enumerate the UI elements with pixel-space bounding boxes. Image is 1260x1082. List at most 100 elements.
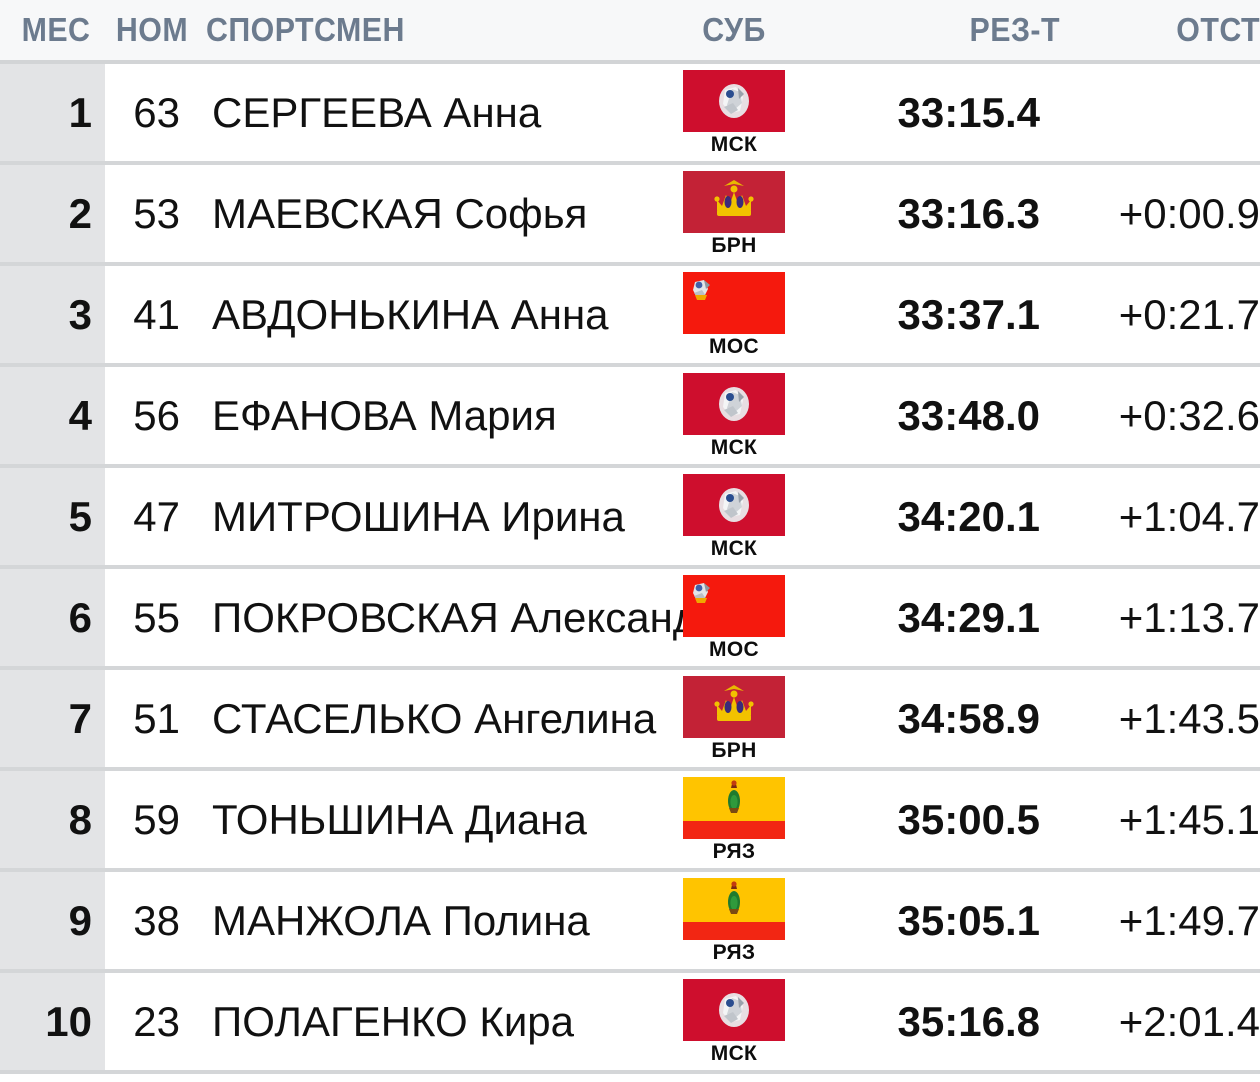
cell-region[interactable]: МСК: [683, 373, 785, 468]
cell-time-gap: +1:13.7: [1118, 594, 1260, 641]
cell-result-time: 33:37.1: [897, 291, 1040, 338]
cell-region[interactable]: РЯЗ: [683, 878, 785, 973]
table-row[interactable]: 7 51 СТАСЕЛЬКО Ангелина БРН 34:58.9 +1:43.5: [0, 670, 1260, 771]
cell-position: 2: [68, 190, 92, 237]
flag-moscow-oblast-icon: [683, 979, 785, 1041]
region-abbreviation: МОС: [709, 638, 759, 661]
cell-region[interactable]: РЯЗ: [683, 777, 785, 872]
cell-region[interactable]: БРН: [683, 676, 785, 771]
cell-result-time: 35:16.8: [897, 998, 1040, 1045]
cell-time-gap: +2:01.4: [1118, 998, 1260, 1045]
region-abbreviation: МСК: [710, 133, 758, 156]
cell-position: 8: [68, 796, 92, 843]
cell-bib-number: 59: [133, 796, 180, 843]
column-header-gap[interactable]: ОТСТ: [1176, 11, 1260, 48]
region-abbreviation: МСК: [710, 1042, 758, 1065]
cell-bib-number: 55: [133, 594, 180, 641]
cell-bib-number: 53: [133, 190, 180, 237]
cell-athlete-name[interactable]: СЕРГЕЕВА Анна: [212, 89, 542, 136]
table-row[interactable]: 1 63 СЕРГЕЕВА Анна МСК 33:15.4: [0, 64, 1260, 165]
flag-moscow-city-icon: [683, 575, 785, 637]
cell-position: 10: [45, 998, 92, 1045]
cell-region[interactable]: БРН: [683, 171, 785, 266]
flag-ryazan-icon: [683, 878, 785, 940]
cell-bib-number: 23: [133, 998, 180, 1045]
region-abbreviation: БРН: [711, 234, 757, 257]
region-abbreviation: МСК: [710, 436, 758, 459]
position-column-background: [0, 973, 105, 1070]
table-row[interactable]: 8 59 ТОНЬШИНА Диана РЯЗ 35:00.5 +1:45.1: [0, 771, 1260, 872]
cell-bib-number: 56: [133, 392, 180, 439]
position-column-background: [0, 468, 105, 565]
flag-moscow-oblast-icon: [683, 373, 785, 435]
region-abbreviation: БРН: [711, 739, 757, 762]
cell-athlete-name[interactable]: АВДОНЬКИНА Анна: [212, 291, 609, 338]
cell-position: 6: [68, 594, 92, 641]
cell-position: 9: [68, 897, 92, 944]
cell-time-gap: +0:00.9: [1118, 190, 1260, 237]
column-header-subject[interactable]: СУБ: [702, 11, 766, 48]
cell-bib-number: 51: [133, 695, 180, 742]
cell-result-time: 33:15.4: [897, 89, 1040, 136]
flag-moscow-city-icon: [683, 272, 785, 334]
position-column-background: [0, 670, 105, 767]
cell-time-gap: +1:04.7: [1118, 493, 1260, 540]
cell-position: 4: [68, 392, 92, 439]
position-column-background: [0, 165, 105, 262]
column-header-result[interactable]: РЕЗ-Т: [969, 11, 1060, 48]
cell-result-time: 34:58.9: [897, 695, 1040, 742]
cell-time-gap: +1:45.1: [1118, 796, 1260, 843]
cell-position: 5: [68, 493, 92, 540]
column-header-athlete[interactable]: СПОРТСМЕН: [206, 11, 405, 48]
cell-result-time: 35:00.5: [897, 796, 1040, 843]
cell-bib-number: 47: [133, 493, 180, 540]
cell-time-gap: [1060, 64, 1260, 161]
table-row[interactable]: 10 23 ПОЛАГЕНКО Кира МСК 35:16.8 +2:01.4: [0, 973, 1260, 1074]
table-row[interactable]: 2 53 МАЕВСКАЯ Софья БРН 33:16.3 +0:00.9: [0, 165, 1260, 266]
cell-region[interactable]: МСК: [683, 979, 785, 1074]
cell-result-time: 33:48.0: [897, 392, 1040, 439]
region-abbreviation: РЯЗ: [712, 840, 756, 863]
cell-position: 3: [68, 291, 92, 338]
table-row[interactable]: 6 55 ПОКРОВСКАЯ Александра МОС 34:29.1 +1:13.…: [0, 569, 1260, 670]
position-column-background: [0, 367, 105, 464]
cell-bib-number: 38: [133, 897, 180, 944]
cell-time-gap: +0:32.6: [1118, 392, 1260, 439]
cell-bib-number: 63: [133, 89, 180, 136]
cell-result-time: 34:29.1: [897, 594, 1040, 641]
cell-result-time: 34:20.1: [897, 493, 1040, 540]
cell-region[interactable]: МСК: [683, 474, 785, 569]
cell-athlete-name[interactable]: ПОЛАГЕНКО Кира: [212, 998, 575, 1045]
results-list: 1 63 СЕРГЕЕВА Анна МСК 33:15.4 2 53 МАЕВСКАЯ Со…: [0, 64, 1260, 1074]
column-header-bib[interactable]: НОМ: [115, 11, 189, 48]
region-abbreviation: МОС: [709, 335, 759, 358]
region-abbreviation: РЯЗ: [712, 941, 756, 964]
flag-bryansk-icon: [683, 171, 785, 233]
cell-athlete-name[interactable]: ЕФАНОВА Мария: [212, 392, 557, 439]
cell-result-time: 33:16.3: [897, 190, 1040, 237]
cell-athlete-name[interactable]: МАНЖОЛА Полина: [212, 897, 590, 944]
cell-time-gap: +1:43.5: [1118, 695, 1260, 742]
position-column-background: [0, 872, 105, 969]
cell-athlete-name[interactable]: МАЕВСКАЯ Софья: [212, 190, 588, 237]
position-column-background: [0, 64, 105, 161]
cell-region[interactable]: МОС: [683, 272, 785, 367]
cell-athlete-name[interactable]: СТАСЕЛЬКО Ангелина: [212, 695, 657, 742]
cell-region[interactable]: МСК: [683, 70, 785, 165]
region-abbreviation: МСК: [710, 537, 758, 560]
cell-position: 1: [68, 89, 92, 136]
cell-athlete-name[interactable]: ПОКРОВСКАЯ Александра: [212, 594, 690, 641]
table-header-row: МЕС НОМ СПОРТСМЕН СУБ РЕЗ-Т ОТСТ: [0, 0, 1260, 64]
table-row[interactable]: 3 41 АВДОНЬКИНА Анна МОС 33:37.1 +0:21.7: [0, 266, 1260, 367]
column-header-position[interactable]: МЕС: [21, 11, 91, 48]
table-row[interactable]: 4 56 ЕФАНОВА Мария МСК 33:48.0 +0:32.6: [0, 367, 1260, 468]
flag-ryazan-icon: [683, 777, 785, 839]
cell-athlete-name[interactable]: ТОНЬШИНА Диана: [212, 796, 587, 843]
cell-athlete-name[interactable]: МИТРОШИНА Ирина: [212, 493, 625, 540]
cell-result-time: 35:05.1: [897, 897, 1040, 944]
table-row[interactable]: 5 47 МИТРОШИНА Ирина МСК 34:20.1 +1:04.7: [0, 468, 1260, 569]
cell-time-gap: +1:49.7: [1118, 897, 1260, 944]
table-row[interactable]: 9 38 МАНЖОЛА Полина РЯЗ 35:05.1 +1:49.7: [0, 872, 1260, 973]
cell-region[interactable]: МОС: [683, 575, 785, 670]
